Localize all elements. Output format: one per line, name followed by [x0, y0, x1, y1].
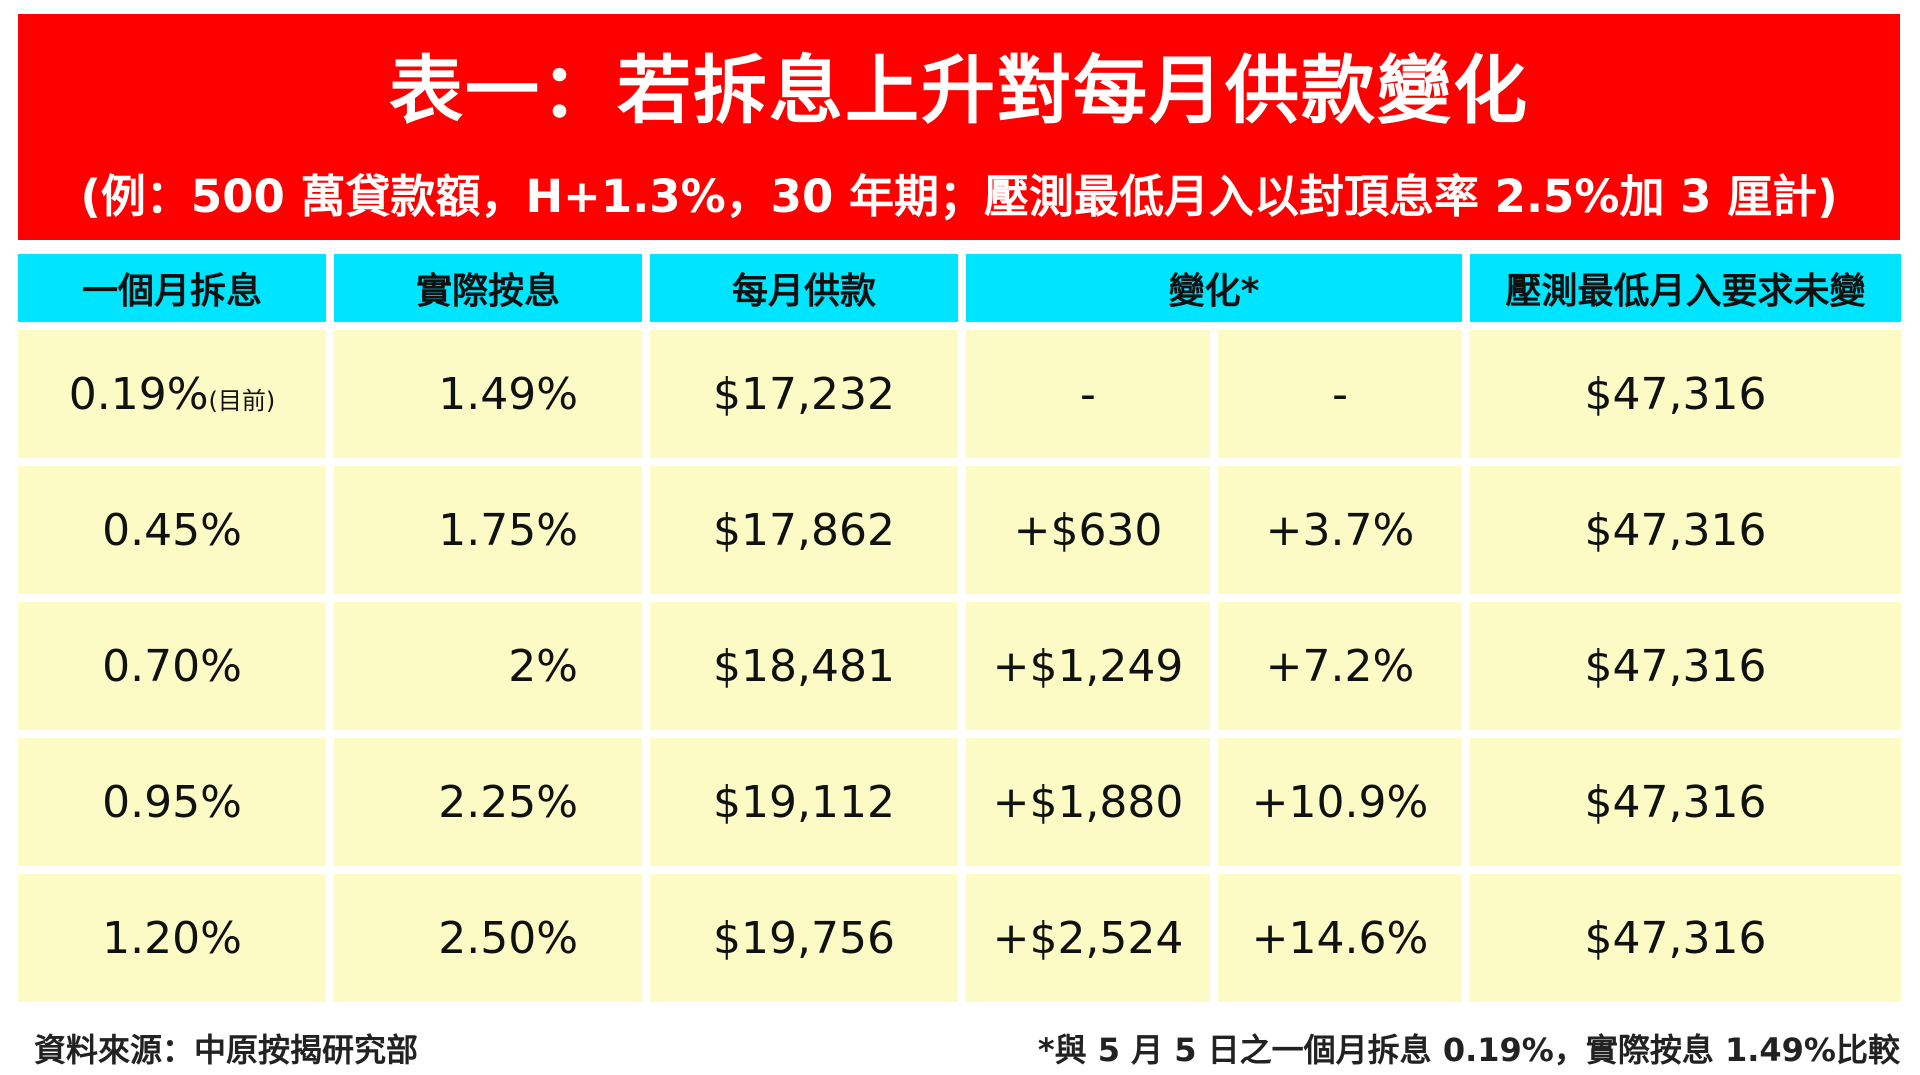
cell-min-income: $47,316 — [1470, 738, 1902, 866]
cell-min-income: $47,316 — [1470, 874, 1902, 1002]
table-row: 0.19%(目前) 1.49% $17,232 - - $47,316 — [18, 330, 1902, 458]
cell-min-income: $47,316 — [1470, 466, 1902, 594]
cell-change-pct: +7.2% — [1218, 602, 1463, 730]
header-hibor: 一個月拆息 — [18, 254, 326, 322]
cell-rate: 2.50% — [334, 874, 642, 1002]
header-min-income: 壓測最低月入要求未變 — [1470, 254, 1902, 322]
cell-rate: 2% — [334, 602, 642, 730]
table-row: 0.95% 2.25% $19,112 +$1,880 +10.9% $47,3… — [18, 738, 1902, 866]
cell-change-amount: - — [966, 330, 1210, 458]
header-change: 變化* — [966, 254, 1463, 322]
cell-hibor: 0.70% — [18, 602, 326, 730]
mortgage-table: 一個月拆息 實際按息 每月供款 變化* 壓測最低月入要求未變 0.19%(目前)… — [10, 246, 1909, 1010]
cell-change-pct: +14.6% — [1218, 874, 1463, 1002]
cell-change-amount: +$2,524 — [966, 874, 1210, 1002]
table-row: 0.70% 2% $18,481 +$1,249 +7.2% $47,316 — [18, 602, 1902, 730]
cell-change-amount: +$1,880 — [966, 738, 1210, 866]
cell-rate: 1.75% — [334, 466, 642, 594]
cell-rate: 1.49% — [334, 330, 642, 458]
cell-hibor: 1.20% — [18, 874, 326, 1002]
cell-hibor: 0.95% — [18, 738, 326, 866]
table-subtitle: (例：500 萬貸款額，H+1.3%，30 年期；壓測最低月入以封頂息率 2.5… — [80, 170, 1838, 223]
cell-payment: $19,756 — [650, 874, 958, 1002]
title-banner: 表一：若拆息上升對每月供款變化 (例：500 萬貸款額，H+1.3%，30 年期… — [18, 14, 1900, 240]
comparison-footnote: *與 5 月 5 日之一個月拆息 0.19%，實際按息 1.49%比較 — [1037, 1031, 1900, 1069]
table-title: 表一：若拆息上升對每月供款變化 — [389, 48, 1529, 134]
cell-change-amount: +$630 — [966, 466, 1210, 594]
header-row: 一個月拆息 實際按息 每月供款 變化* 壓測最低月入要求未變 — [18, 254, 1902, 322]
current-note: (目前) — [208, 386, 276, 415]
cell-min-income: $47,316 — [1470, 330, 1902, 458]
source-note: 資料來源：中原按揭研究部 — [34, 1031, 419, 1069]
table-row: 0.45% 1.75% $17,862 +$630 +3.7% $47,316 — [18, 466, 1902, 594]
cell-change-pct: +10.9% — [1218, 738, 1463, 866]
cell-rate: 2.25% — [334, 738, 642, 866]
header-payment: 每月供款 — [650, 254, 958, 322]
table-row: 1.20% 2.50% $19,756 +$2,524 +14.6% $47,3… — [18, 874, 1902, 1002]
header-rate: 實際按息 — [334, 254, 642, 322]
cell-hibor: 0.45% — [18, 466, 326, 594]
cell-payment: $17,862 — [650, 466, 958, 594]
cell-change-pct: - — [1218, 330, 1463, 458]
cell-hibor: 0.19%(目前) — [18, 330, 326, 458]
cell-change-pct: +3.7% — [1218, 466, 1463, 594]
cell-payment: $19,112 — [650, 738, 958, 866]
cell-payment: $18,481 — [650, 602, 958, 730]
cell-payment: $17,232 — [650, 330, 958, 458]
hibor-value: 0.19% — [68, 368, 209, 420]
cell-min-income: $47,316 — [1470, 602, 1902, 730]
cell-change-amount: +$1,249 — [966, 602, 1210, 730]
